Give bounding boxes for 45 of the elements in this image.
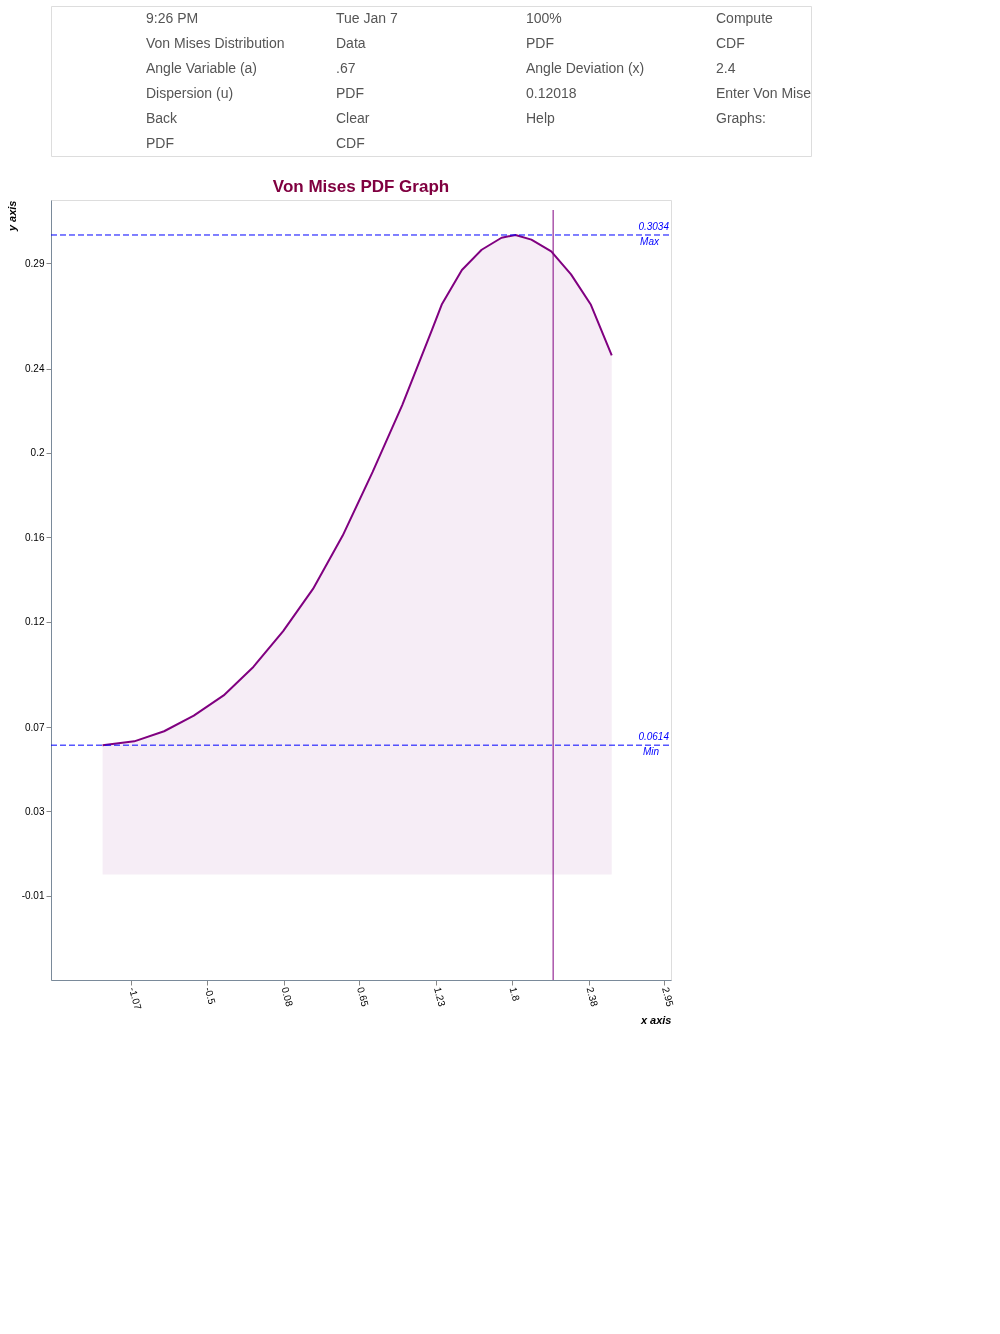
y-tick-label: 0.07 xyxy=(25,721,45,733)
y-tick-label: 0.2 xyxy=(30,447,45,459)
x-tick-label: 0.08 xyxy=(279,985,296,1009)
text: CDF xyxy=(716,34,745,51)
annotation: Max xyxy=(640,235,660,247)
text: Dispersion (u) xyxy=(146,84,234,101)
ref-line-label: 0.0614 xyxy=(638,731,670,743)
y-tick-label: 0.16 xyxy=(25,531,45,543)
text: CDF xyxy=(336,134,365,151)
chart-title: Von Mises PDF Graph xyxy=(272,177,450,196)
text: Von Mises Distribution xyxy=(146,34,285,51)
x-tick-label: 0.65 xyxy=(355,985,371,1009)
y-tick-label: 0.24 xyxy=(25,363,45,375)
y-tick-label: 0.03 xyxy=(25,805,45,817)
x-tick-label: 2.38 xyxy=(584,985,601,1009)
text: PDF xyxy=(146,134,174,151)
text: 2.4 xyxy=(716,59,736,76)
text: Tue Jan 7 xyxy=(336,9,398,26)
text: Angle Variable (a) xyxy=(146,59,258,76)
x-tick-label: 2.95 xyxy=(660,985,676,1009)
y-axis-title: y axis xyxy=(5,200,18,233)
text: Back xyxy=(146,109,179,126)
x-tick-label: -1.07 xyxy=(127,985,144,1012)
text: Compute xyxy=(716,9,774,26)
text: PDF xyxy=(526,34,554,51)
text: 9:26 PM xyxy=(146,9,199,26)
ref-line-label: 0.3034 xyxy=(638,220,670,232)
text: 0.12018 xyxy=(526,84,577,101)
text: Enter Von Mise xyxy=(716,84,812,101)
text: Data xyxy=(336,34,366,51)
y-tick-label: -0.01 xyxy=(21,890,45,902)
text: 100% xyxy=(526,9,562,26)
x-tick-label: 1.8 xyxy=(507,985,522,1003)
text: Clear xyxy=(336,109,370,126)
annotation: Min xyxy=(642,746,660,758)
text: PDF xyxy=(336,84,364,101)
y-tick-label: 0.12 xyxy=(25,616,45,628)
text: Angle Deviation (x) xyxy=(526,59,645,76)
text: Help xyxy=(526,109,556,126)
x-axis-title: x axis xyxy=(639,1013,672,1026)
text: Graphs: xyxy=(716,109,766,126)
x-tick-label: -0.5 xyxy=(202,985,218,1006)
text: .67 xyxy=(336,59,356,76)
y-tick-label: 0.29 xyxy=(25,257,45,269)
x-tick-label: 1.23 xyxy=(431,985,448,1009)
